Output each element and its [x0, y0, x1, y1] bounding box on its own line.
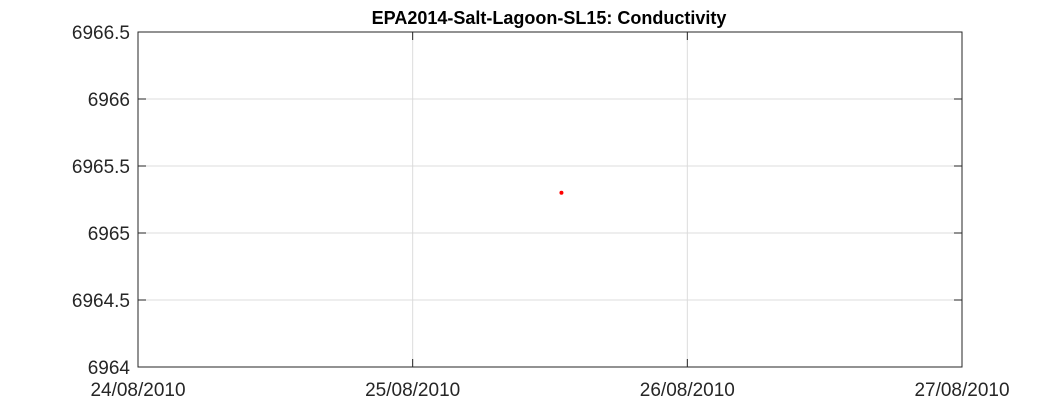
y-tick-label: 6964.5 — [72, 291, 130, 312]
x-tick-label: 27/08/2010 — [914, 380, 1009, 401]
axis-ticks — [137, 31, 963, 368]
x-tick-label: 24/08/2010 — [90, 380, 185, 401]
chart-title: EPA2014-Salt-Lagoon-SL15: Conductivity — [372, 8, 727, 28]
y-tick-label: 6965.5 — [72, 157, 130, 178]
y-tick-label: 6964 — [88, 358, 131, 379]
grid — [138, 32, 962, 367]
x-tick-label: 25/08/2010 — [365, 380, 460, 401]
y-tick-label: 6965 — [88, 224, 130, 245]
y-tick-label: 6966.5 — [72, 23, 130, 44]
x-tick-label: 26/08/2010 — [640, 380, 735, 401]
y-axis-tick-labels: 6964 6964.5 6965 6965.5 6966 6966.5 — [72, 23, 131, 379]
data-points — [559, 190, 564, 195]
x-axis-tick-labels: 24/08/2010 25/08/2010 26/08/2010 27/08/2010 — [90, 380, 1009, 401]
y-tick-label: 6966 — [88, 90, 130, 111]
data-point — [559, 190, 564, 195]
plot-frame — [137, 31, 963, 368]
